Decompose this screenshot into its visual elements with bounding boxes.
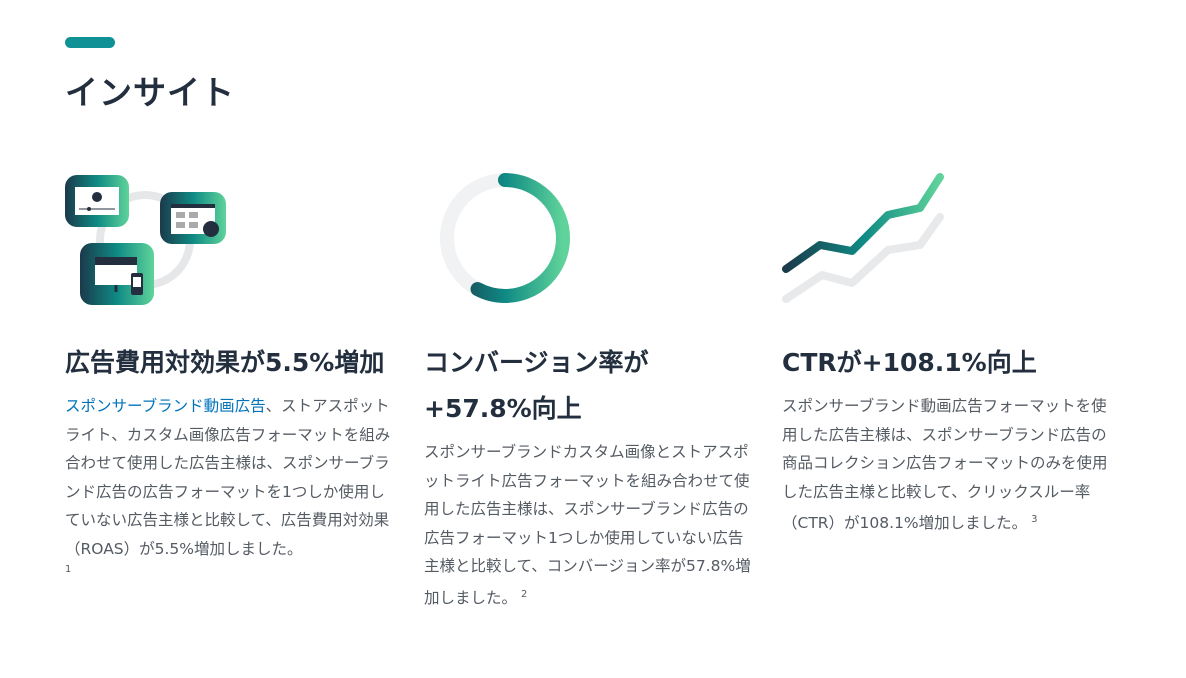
footnote[interactable]: 1: [65, 564, 72, 575]
insight-body: スポンサーブランド動画広告、ストアスポットライト、カスタム画像広告フォーマットを…: [65, 392, 395, 577]
ad-formats-icon: [65, 175, 226, 305]
insight-body: スポンサーブランドカスタム画像とストアスポットライト広告フォーマットを組み合わせ…: [424, 443, 751, 607]
footnote[interactable]: 2: [521, 588, 528, 600]
sponsored-brands-video-link[interactable]: スポンサーブランド動画広告: [65, 397, 266, 415]
footnote[interactable]: 3: [1031, 514, 1038, 525]
accent-bar: [65, 37, 115, 48]
insight-title: 広告費用対効果が5.5%増加: [65, 348, 385, 377]
insight-title: コンバージョン率が+57.8%向上: [424, 348, 649, 423]
page-title: インサイト: [65, 73, 235, 112]
trend-line-icon: [782, 173, 944, 303]
insight-roas: 広告費用対効果が5.5%増加 スポンサーブランド動画広告、ストアスポットライト、…: [65, 165, 395, 577]
insight-title: CTRが+108.1%向上: [782, 348, 1037, 377]
insight-ctr: CTRが+108.1%向上 スポンサーブランド動画広告フォーマットを使用した広告…: [782, 165, 1112, 538]
insight-body: スポンサーブランド動画広告フォーマットを使用した広告主様は、スポンサーブランド広…: [782, 397, 1108, 533]
donut-icon: [440, 173, 570, 303]
insight-conversion: コンバージョン率が+57.8%向上 スポンサーブランドカスタム画像とストアスポッ…: [424, 165, 754, 612]
donut-progress-arc: [440, 173, 570, 303]
